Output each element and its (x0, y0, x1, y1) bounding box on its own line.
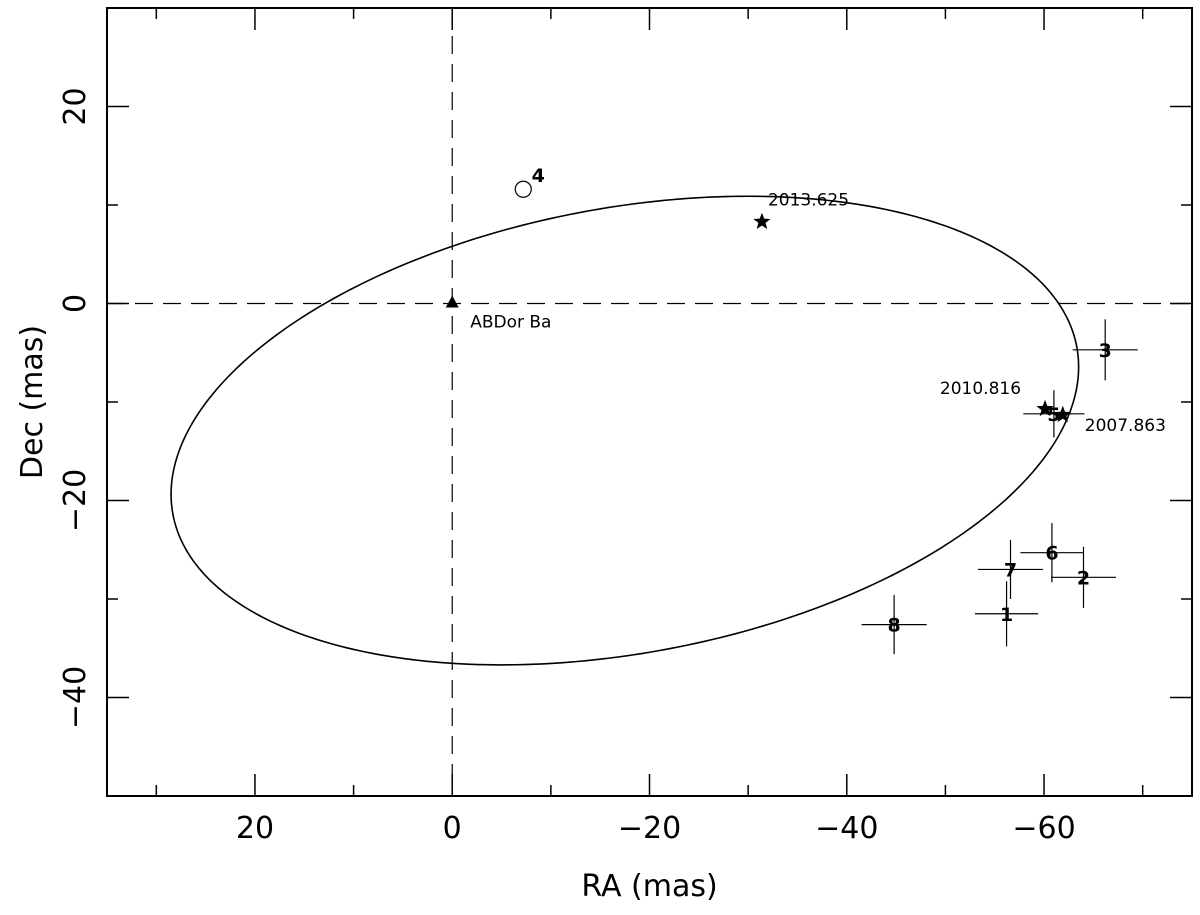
x-tick-label: −60 (1012, 811, 1075, 846)
tick-labels: 20 0 −20 −40 −60 20 0 −20 −40 (58, 87, 1076, 846)
data-marks (445, 180, 1138, 655)
y-tick-label: 0 (58, 294, 93, 313)
epoch-2013.625-label: 2013.625 (768, 191, 849, 211)
axis-ticks (107, 7, 1192, 797)
measurement-7-label: 7 (1004, 559, 1017, 581)
x-tick-label: −20 (618, 811, 681, 846)
reference-star-marker (445, 295, 459, 308)
orbit-ellipse (170, 195, 1080, 666)
x-tick-label: 0 (443, 811, 462, 846)
epoch-2010.816-label: 2010.816 (940, 379, 1021, 399)
measurement-3-label: 3 (1099, 340, 1112, 362)
epoch-2007.863-label: 2007.863 (1085, 416, 1166, 436)
y-tick-label: 20 (58, 87, 93, 125)
orbit-layer (170, 195, 1080, 666)
x-tick-label: 20 (236, 811, 274, 846)
y-tick-label: −20 (58, 469, 93, 532)
open-point-4-marker (514, 180, 532, 198)
measurement-1-label: 1 (1000, 604, 1013, 626)
y-axis-label: Dec (mas) (15, 325, 50, 479)
open-point-4-label: 4 (532, 165, 545, 187)
reference-lines (107, 8, 1192, 796)
epoch-2010.816-marker (1036, 399, 1054, 417)
x-axis-label: RA (mas) (581, 869, 717, 904)
reference-star-label: ABDor Ba (470, 313, 551, 333)
measurement-8-label: 8 (888, 615, 901, 637)
epoch-2013.625-marker (753, 212, 771, 230)
point-labels: 1 2 3 5 6 7 8 4 ABDor Ba 2013.625 2010.816 2007.863 (470, 165, 1166, 636)
measurement-2-label: 2 (1077, 567, 1090, 589)
measurement-6-label: 6 (1045, 543, 1058, 565)
y-tick-label: −40 (58, 666, 93, 729)
epoch-2007.863-marker (1054, 405, 1072, 423)
measurement-5-label: 5 (1047, 404, 1060, 426)
plot-frame (106, 7, 1193, 797)
x-tick-label: −40 (815, 811, 878, 846)
